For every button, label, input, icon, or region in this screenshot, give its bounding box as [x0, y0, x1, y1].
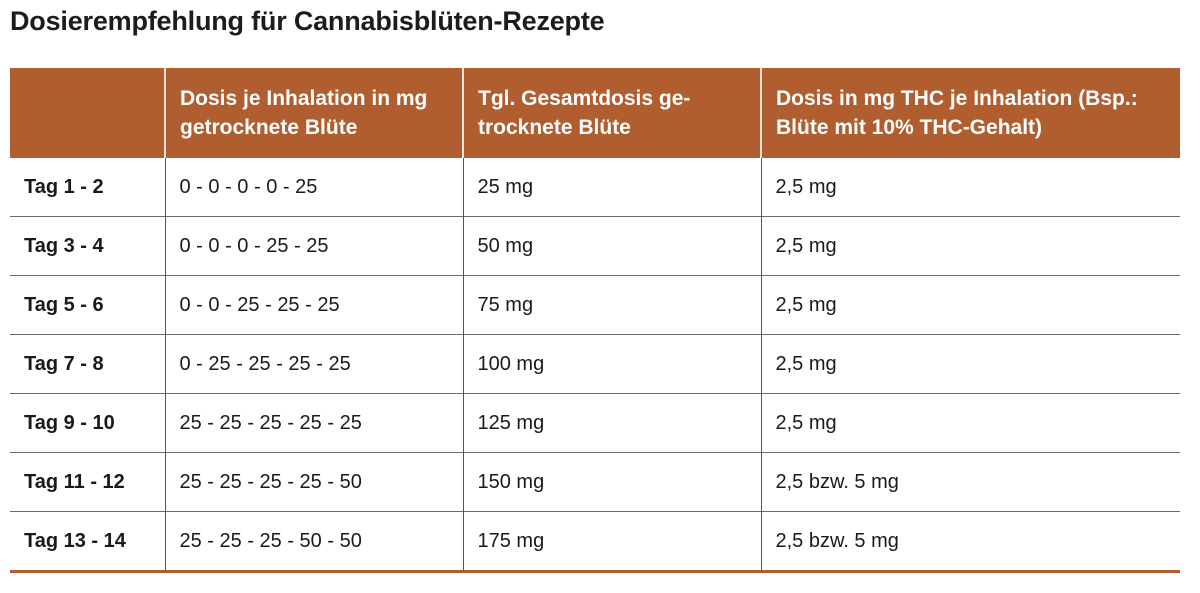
cell-thc-dose: 2,5 mg: [760, 158, 1180, 217]
cell-dose-per-inhalation: 25 - 25 - 25 - 50 - 50: [164, 511, 463, 573]
cell-day-range: Tag 3 - 4: [10, 216, 165, 276]
cell-day-range: Tag 13 - 14: [10, 511, 165, 573]
cell-daily-total: 175 mg: [462, 511, 761, 573]
table-header-row: Dosis je Inhalation in mg getrocknete Bl…: [10, 68, 1180, 158]
cell-day-range: Tag 1 - 2: [24, 175, 104, 198]
cell-daily-total: 150 mg: [462, 452, 761, 512]
cell-day-range: Tag 5 - 6: [10, 275, 165, 335]
cell-thc-dose: 2,5 mg: [760, 275, 1180, 335]
header-thc-dose: Dosis in mg THC je Inhalation (Bsp.: Blü…: [760, 68, 1180, 158]
cell-day-range: Tag 9 - 10: [10, 393, 165, 453]
cell-dose-per-inhalation: 0 - 25 - 25 - 25 - 25: [164, 334, 463, 394]
cell-thc-dose: 2,5 mg: [760, 393, 1180, 453]
cell-daily-total: 75 mg: [462, 275, 761, 335]
table-row: Tag 9 - 10 25 - 25 - 25 - 25 - 25 125 mg 2,…: [10, 393, 1180, 453]
cell-daily-total: 125 mg: [462, 393, 761, 453]
cell-thc-dose: 2,5 bzw. 5 mg: [760, 452, 1180, 512]
cell-dose-per-inhalation: 0 - 0 - 0 - 0 - 25: [164, 158, 463, 217]
page-title: Dosierempfehlung für Cannabisblüten-Reze…: [10, 6, 605, 36]
cell-thc-dose: 2,5 mg: [760, 216, 1180, 276]
header-empty: [10, 68, 165, 158]
cell-daily-total: 50 mg: [462, 216, 761, 276]
cell-daily-total: 100 mg: [462, 334, 761, 394]
cell-daily-total: 25 mg: [462, 158, 761, 217]
table-row: Tag 1 - 2 0 - 0 - 0 - 0 - 25 25 mg 2,5 mg: [10, 158, 1180, 217]
table-row: Tag 11 - 12 25 - 25 - 25 - 25 - 50 150 mg 2…: [10, 452, 1180, 512]
header-dose-per-inhalation: Dosis je Inhalation in mg getrocknete Bl…: [164, 68, 463, 158]
table-row: Tag 13 - 14 25 - 25 - 25 - 50 - 50 175 mg 2…: [10, 511, 1180, 573]
cell-dose-per-inhalation: 25 - 25 - 25 - 25 - 50: [164, 452, 463, 512]
cell-day-range: Tag 7 - 8: [10, 334, 165, 394]
header-daily-total: Tgl. Gesamtdosis ge-trocknete Blüte: [462, 68, 761, 158]
dosage-table: Dosis je Inhalation in mg getrocknete Bl…: [10, 68, 1180, 573]
cell-dose-per-inhalation: 0 - 0 - 0 - 25 - 25: [164, 216, 463, 276]
cell-day-range: Tag 11 - 12: [10, 452, 165, 512]
cell-thc-dose: 2,5 bzw. 5 mg: [760, 511, 1180, 573]
cell-dose-per-inhalation: 25 - 25 - 25 - 25 - 25: [164, 393, 463, 453]
cell-thc-dose: 2,5 mg: [760, 334, 1180, 394]
cell-dose-per-inhalation: 0 - 0 - 25 - 25 - 25: [164, 275, 463, 335]
